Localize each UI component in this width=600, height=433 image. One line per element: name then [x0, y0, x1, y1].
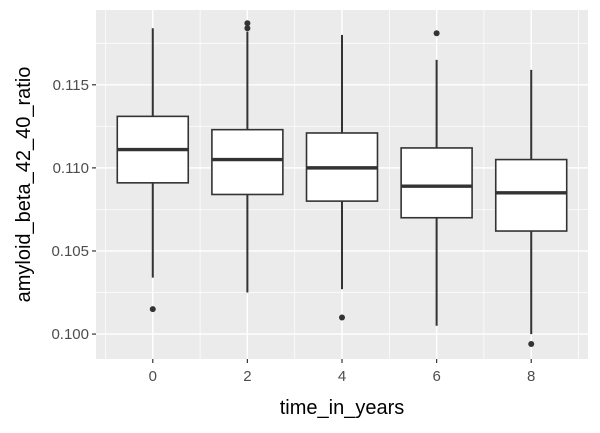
box-body	[494, 158, 568, 232]
x-axis: 0 2 4 6 8	[149, 359, 535, 385]
x-tick-label: 2	[243, 368, 251, 385]
box-body	[400, 147, 473, 219]
outlier-point	[433, 30, 440, 37]
outlier-point	[149, 306, 156, 313]
y-axis-title: amyloid_beta_42_40_ratio	[13, 67, 35, 303]
outlier-point	[244, 25, 251, 32]
outlier-point	[244, 20, 251, 27]
box-body	[211, 128, 284, 196]
x-axis-title: time_in_years	[280, 397, 405, 419]
outlier-point	[339, 314, 345, 321]
y-tick-label: 0.115	[53, 77, 89, 94]
box-6	[400, 30, 473, 326]
x-tick-label: 0	[149, 368, 157, 385]
y-tick-label: 0.105	[51, 243, 89, 260]
outlier-point	[528, 341, 535, 348]
x-tick-label: 4	[338, 368, 346, 385]
box-8	[494, 69, 568, 348]
box-series	[116, 20, 568, 348]
box-2	[211, 20, 284, 293]
y-tick-label: 0.110	[53, 160, 89, 177]
box-0	[116, 28, 190, 313]
box-4	[305, 34, 379, 321]
y-tick-label: 0.100	[51, 326, 89, 343]
x-tick-label: 8	[527, 368, 535, 385]
y-axis: 0.100 0.105 0.110 0.115	[51, 77, 96, 343]
x-tick-label: 6	[432, 368, 440, 385]
